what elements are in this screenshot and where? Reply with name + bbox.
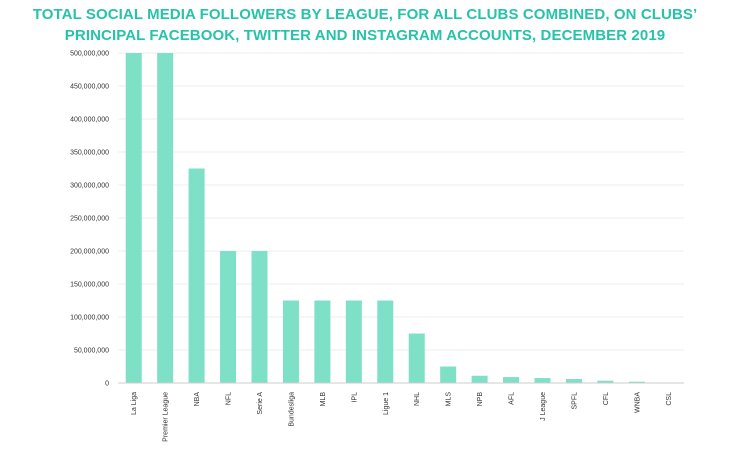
chart-title-line-1: TOTAL SOCIAL MEDIA FOLLOWERS BY LEAGUE, … (32, 6, 698, 23)
bar-cfl (597, 380, 614, 383)
bar-ipl (345, 300, 362, 383)
x-tick-label: SPFL (571, 392, 578, 410)
x-tick-label: NHL (414, 392, 421, 406)
bar-mlb (314, 300, 331, 383)
y-tick-label: 300,000,000 (70, 183, 109, 190)
y-tick-label: 450,000,000 (70, 84, 109, 91)
bars (125, 53, 677, 383)
bar-serie-a (251, 251, 268, 383)
bar-spfl (565, 379, 582, 383)
x-tick-label: AFL (509, 392, 516, 405)
x-tick-label: IPL (351, 392, 358, 403)
y-tick-label: 250,000,000 (70, 216, 109, 223)
x-tick-label: Bundesliga (288, 392, 295, 427)
y-tick-label: 0 (105, 381, 109, 388)
y-tick-label: 100,000,000 (70, 315, 109, 322)
x-tick-label: La Liga (131, 392, 138, 415)
y-axis: 0 50,000,000 100,000,000 150,000,000 200,000… (70, 51, 109, 388)
x-tick-label: NPB (477, 392, 484, 407)
bar-premier-league (157, 53, 174, 383)
bar-npb (471, 375, 488, 383)
y-tick-label: 150,000,000 (70, 282, 109, 289)
x-tick-label: Ligue 1 (383, 392, 390, 415)
bar-nfl (220, 251, 237, 383)
x-tick-label: CSL (666, 392, 673, 406)
bar-nba (188, 168, 205, 383)
chart-title-line-2: PRINCIPAL FACEBOOK, TWITTER AND INSTAGRA… (64, 27, 666, 44)
bar-bundesliga (282, 300, 299, 383)
gridlines (118, 52, 684, 351)
bar-afl (503, 377, 520, 383)
x-tick-label: WNBA (634, 392, 641, 413)
bar-j-league (534, 378, 551, 383)
x-tick-label: CFL (603, 392, 610, 405)
bar-la-liga (125, 53, 142, 383)
x-tick-label: MLB (320, 392, 327, 407)
y-tick-label: 350,000,000 (70, 150, 109, 157)
chart-title: TOTAL SOCIAL MEDIA FOLLOWERS BY LEAGUE, … (0, 4, 730, 46)
bar-nhl (408, 333, 425, 383)
x-tick-label: NBA (194, 392, 201, 407)
y-tick-label: 400,000,000 (70, 117, 109, 124)
y-tick-label: 200,000,000 (70, 249, 109, 256)
bar-wnba (628, 381, 645, 383)
x-tick-label: Serie A (257, 392, 264, 415)
x-tick-label: NFL (226, 392, 233, 405)
x-tick-label: Premier League (163, 392, 170, 442)
x-tick-label: J League (540, 392, 547, 421)
x-axis: La Liga Premier League NBA NFL Serie A Bundes… (118, 382, 684, 442)
x-tick-label: MLS (446, 392, 453, 407)
bar-ligue-1 (377, 300, 394, 383)
y-tick-label: 500,000,000 (70, 51, 109, 58)
bar-mls (440, 366, 457, 383)
y-tick-label: 50,000,000 (74, 348, 109, 355)
